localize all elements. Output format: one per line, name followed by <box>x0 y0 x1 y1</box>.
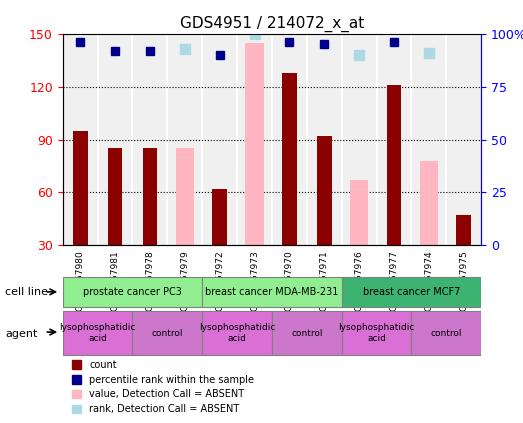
FancyBboxPatch shape <box>342 277 481 307</box>
Legend: count, percentile rank within the sample, value, Detection Call = ABSENT, rank, : count, percentile rank within the sample… <box>67 356 258 418</box>
Bar <box>176 148 194 245</box>
Bar <box>317 136 332 245</box>
Text: lysophosphatidic
acid: lysophosphatidic acid <box>60 324 136 343</box>
Bar <box>143 148 157 245</box>
FancyBboxPatch shape <box>202 311 272 355</box>
Text: agent: agent <box>5 329 38 339</box>
Bar <box>386 85 401 245</box>
FancyBboxPatch shape <box>132 311 202 355</box>
Text: breast cancer MDA-MB-231: breast cancer MDA-MB-231 <box>205 287 339 297</box>
Bar <box>457 215 471 245</box>
Bar <box>245 43 264 245</box>
FancyBboxPatch shape <box>412 311 481 355</box>
Bar <box>419 161 438 245</box>
Title: GDS4951 / 214072_x_at: GDS4951 / 214072_x_at <box>180 16 364 33</box>
Text: breast cancer MCF7: breast cancer MCF7 <box>363 287 460 297</box>
FancyBboxPatch shape <box>272 311 342 355</box>
Text: control: control <box>430 329 462 338</box>
Text: cell line: cell line <box>5 287 48 297</box>
Text: lysophosphatidic
acid: lysophosphatidic acid <box>338 324 415 343</box>
FancyBboxPatch shape <box>63 277 202 307</box>
FancyBboxPatch shape <box>63 311 132 355</box>
FancyBboxPatch shape <box>202 277 342 307</box>
Text: lysophosphatidic
acid: lysophosphatidic acid <box>199 324 275 343</box>
Bar <box>350 180 368 245</box>
Text: control: control <box>152 329 183 338</box>
Bar <box>282 73 297 245</box>
Bar <box>73 131 87 245</box>
Text: control: control <box>291 329 323 338</box>
Bar <box>108 148 122 245</box>
FancyBboxPatch shape <box>342 311 412 355</box>
Text: prostate cancer PC3: prostate cancer PC3 <box>83 287 182 297</box>
Bar <box>212 189 227 245</box>
